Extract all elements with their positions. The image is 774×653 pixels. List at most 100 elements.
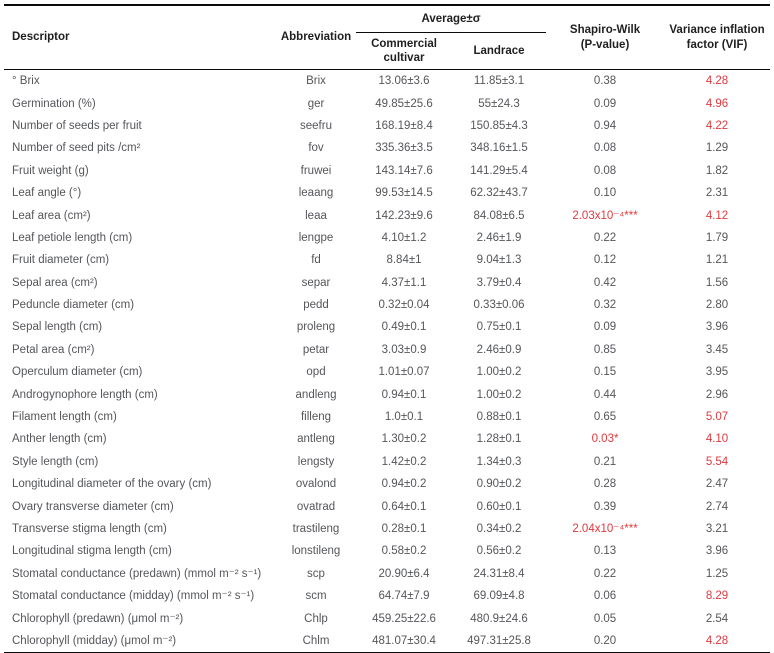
abbreviation-cell: petar (302, 343, 330, 356)
descriptor-cell: Stomatal conductance (predawn) (mmol m⁻²… (12, 567, 262, 580)
descriptor-cell: Number of seeds per fruit (12, 119, 142, 132)
landrace-average-cell: 0.90±0.2 (476, 478, 522, 491)
landrace-average-cell: 0.56±0.2 (476, 545, 522, 558)
vif-cell: 3.21 (705, 522, 729, 535)
table-row: Anther length (cm) antleng 1.30±0.2 1.28±0.… (4, 428, 770, 450)
descriptor-cell: Fruit diameter (cm) (12, 254, 110, 267)
descriptor-cell: Filament length (cm) (12, 411, 117, 424)
shapiro-wilk-cell: 0.15 (593, 366, 617, 379)
descriptor-cell: Number of seed pits /cm² (12, 142, 141, 155)
commercial-average-cell: 0.58±0.2 (381, 545, 427, 558)
shapiro-wilk-cell: 0.65 (593, 411, 617, 424)
table-row: Fruit weight (g) fruwei 143.14±7.6 141.29±5… (4, 160, 770, 182)
descriptor-cell: Leaf petiole length (cm) (12, 231, 133, 244)
abbreviation-cell: Chlp (304, 612, 328, 625)
vif-cell: 8.29 (705, 590, 729, 603)
landrace-average-cell: 2.46±1.9 (476, 231, 522, 244)
commercial-average-cell: 4.10±1.2 (381, 231, 427, 244)
vif-cell: 3.96 (705, 321, 729, 334)
shapiro-wilk-cell: 0.06 (593, 590, 617, 603)
descriptor-cell: Anther length (cm) (12, 433, 107, 446)
table-row: Operculum diameter (cm) opd 1.01±0.07 1.00±… (4, 361, 770, 383)
shapiro-wilk-cell: 0.85 (593, 343, 617, 356)
shapiro-wilk-cell: 0.44 (593, 388, 617, 401)
descriptor-cell: Transverse stigma length (cm) (12, 522, 167, 535)
table-body: ° Brix Brix 13.06±3.6 11.85±3.1 0.38 4.28 Germ… (4, 70, 770, 653)
abbreviation-cell: pedd (303, 299, 329, 312)
table-row: Longitudinal stigma length (cm) lonstilen… (4, 540, 770, 562)
abbreviation-cell: trastileng (292, 522, 340, 535)
landrace-average-cell: 497.31±25.8 (467, 634, 531, 647)
landrace-average-cell: 480.9±24.6 (470, 612, 528, 625)
commercial-average-cell: 481.07±30.4 (372, 634, 436, 647)
abbreviation-cell: fov (308, 142, 324, 155)
table-row: Fruit diameter (cm) fd 8.84±1 9.04±1.3 0.12 1… (4, 249, 770, 271)
commercial-average-cell: 335.36±3.5 (375, 142, 433, 155)
vif-cell: 4.28 (705, 634, 729, 647)
abbreviation-cell: lengpe (298, 231, 334, 244)
commercial-average-cell: 459.25±22.6 (372, 612, 436, 625)
table-row: Germination (%) ger 49.85±25.6 55±24.3 0.09 4… (4, 92, 770, 114)
table-row: ° Brix Brix 13.06±3.6 11.85±3.1 0.38 4.28 (4, 70, 770, 93)
vif-cell: 1.29 (705, 142, 729, 155)
vif-cell: 5.54 (705, 455, 729, 468)
shapiro-wilk-cell: 0.32 (593, 299, 617, 312)
landrace-average-cell: 69.09±4.8 (473, 590, 525, 603)
vif-cell: 2.31 (705, 187, 729, 200)
table-row: Number of seed pits /cm² fov 335.36±3.5 348… (4, 137, 770, 159)
table-row: Leaf angle (°) leaang 99.53±14.5 62.32±43.7… (4, 182, 770, 204)
column-header-commercial-cultivar-label: Commercial cultivar (371, 37, 437, 64)
descriptor-cell: Leaf angle (°) (12, 187, 82, 200)
shapiro-wilk-cell: 0.08 (593, 164, 617, 177)
abbreviation-cell: Brix (306, 75, 326, 88)
abbreviation-cell: proleng (296, 321, 336, 334)
commercial-average-cell: 64.74±7.9 (378, 590, 430, 603)
descriptor-statistics-table: Descriptor Abbreviation Average±σ Shapir… (4, 4, 771, 653)
commercial-average-cell: 143.14±7.6 (375, 164, 433, 177)
table-row: Transverse stigma length (cm) trastileng 0… (4, 518, 770, 540)
landrace-average-cell: 84.08±6.5 (473, 209, 525, 222)
column-header-vif: Variance inflation factor (VIF) (664, 5, 771, 70)
vif-cell: 2.54 (705, 612, 729, 625)
commercial-average-cell: 0.94±0.1 (381, 388, 427, 401)
abbreviation-cell: fruwei (300, 164, 332, 177)
descriptor-cell: Longitudinal stigma length (cm) (12, 545, 172, 558)
landrace-average-cell: 0.75±0.1 (476, 321, 522, 334)
abbreviation-cell: lengsty (297, 455, 335, 468)
landrace-average-cell: 0.33±0.06 (473, 299, 525, 312)
abbreviation-cell: leaang (298, 187, 334, 200)
landrace-average-cell: 9.04±1.3 (476, 254, 522, 267)
vif-cell: 1.79 (705, 231, 729, 244)
landrace-average-cell: 141.29±5.4 (470, 164, 528, 177)
landrace-average-cell: 1.28±0.1 (476, 433, 522, 446)
descriptor-cell: Chlorophyll (predawn) (μmol m⁻²) (12, 612, 184, 625)
landrace-average-cell: 0.60±0.1 (476, 500, 522, 513)
vif-cell: 1.25 (705, 567, 729, 580)
vif-cell: 3.45 (705, 343, 729, 356)
landrace-average-cell: 0.88±0.1 (476, 411, 522, 424)
descriptor-cell: ° Brix (12, 75, 40, 88)
shapiro-wilk-cell: 0.20 (593, 634, 617, 647)
vif-cell: 4.28 (705, 75, 729, 88)
shapiro-wilk-cell: 0.09 (593, 321, 617, 334)
abbreviation-cell: seefru (300, 119, 332, 132)
column-header-shapiro-wilk: Shapiro-Wilk (P-value) (546, 5, 665, 70)
commercial-average-cell: 8.84±1 (386, 254, 422, 267)
descriptor-cell: Ovary transverse diameter (cm) (12, 500, 174, 513)
commercial-average-cell: 49.85±25.6 (375, 97, 433, 110)
shapiro-wilk-cell: 0.28 (593, 478, 617, 491)
abbreviation-cell: andleng (295, 388, 337, 401)
shapiro-wilk-cell: 0.13 (593, 545, 617, 558)
landrace-average-cell: 0.34±0.2 (476, 522, 522, 535)
table-row: Androgynophore length (cm) andleng 0.94±0.… (4, 383, 770, 405)
abbreviation-cell: fd (311, 254, 321, 267)
vif-cell: 4.10 (705, 433, 729, 446)
vif-cell: 3.95 (705, 366, 729, 379)
landrace-average-cell: 3.79±0.4 (476, 276, 522, 289)
shapiro-wilk-cell: 0.09 (593, 97, 617, 110)
descriptor-cell: Sepal area (cm²) (12, 276, 98, 289)
shapiro-wilk-cell: 0.21 (593, 455, 617, 468)
column-header-vif-label: Variance inflation factor (VIF) (669, 24, 765, 51)
table-row: Ovary transverse diameter (cm) ovatrad 0.6… (4, 495, 770, 517)
abbreviation-cell: filleng (300, 411, 332, 424)
